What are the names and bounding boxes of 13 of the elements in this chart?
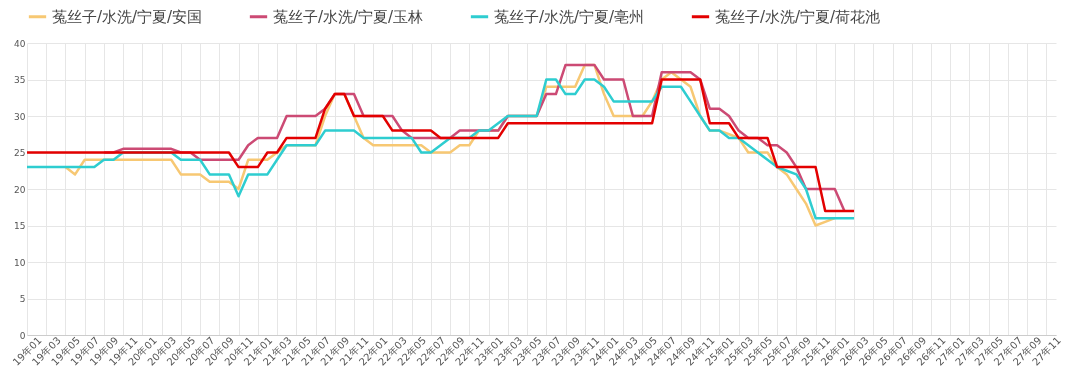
legend-label: 菟丝子/水洗/宁夏/荷花池	[715, 7, 881, 26]
y-tick-label: 25	[14, 148, 26, 158]
y-tick-label: 30	[14, 111, 26, 122]
y-tick-label: 5	[19, 294, 26, 304]
y-tick-label: 0	[19, 330, 26, 341]
y-tick-label: 10	[14, 257, 26, 268]
legend-label: 菟丝子/水洗/宁夏/安国	[52, 7, 203, 26]
y-tick-label: 15	[14, 221, 26, 231]
y-tick-label: 40	[14, 38, 26, 49]
legend-label: 菟丝子/水洗/宁夏/玉林	[273, 7, 424, 26]
y-tick-label: 20	[14, 184, 26, 195]
y-tick-label: 35	[14, 75, 26, 85]
legend-label: 菟丝子/水洗/宁夏/亳州	[494, 7, 645, 26]
